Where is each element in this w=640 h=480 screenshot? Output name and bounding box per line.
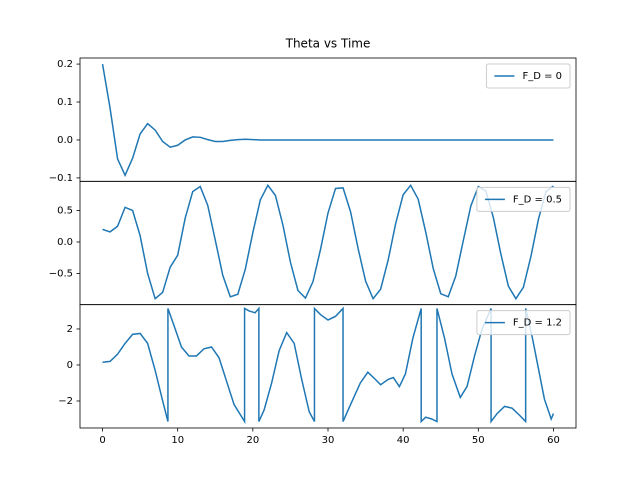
y-tick-label: −0.1 <box>49 173 73 184</box>
x-tick-label: 60 <box>547 435 560 446</box>
legend: F_D = 0 <box>485 63 571 89</box>
x-tick-label: 20 <box>246 435 259 446</box>
y-tick-label: −0.5 <box>49 268 73 279</box>
legend-label: F_D = 0 <box>522 71 562 82</box>
y-tick-label: 2 <box>67 324 73 335</box>
x-tick-label: 10 <box>171 435 184 446</box>
legend-label: F_D = 0.5 <box>513 194 562 205</box>
legend-box <box>476 186 571 212</box>
y-tick-label: 0.1 <box>57 97 73 108</box>
legend: F_D = 1.2 <box>476 310 571 336</box>
x-tick-label: 0 <box>99 435 105 446</box>
y-tick-label: 0.5 <box>57 205 73 216</box>
y-tick-label: 0.0 <box>57 135 73 146</box>
y-tick-label: 0 <box>67 360 73 371</box>
plot-area <box>102 183 554 301</box>
plot-area <box>101 63 554 178</box>
legend-label: F_D = 1.2 <box>513 318 562 329</box>
legend-box <box>485 63 571 89</box>
x-tick-label: 30 <box>322 435 335 446</box>
y-tick-label: −2 <box>58 396 73 407</box>
x-tick-label: 40 <box>397 435 410 446</box>
chart-title: Theta vs Time <box>285 37 371 51</box>
legend: F_D = 0.5 <box>476 186 571 212</box>
y-tick-label: 0.2 <box>57 59 73 70</box>
data-line <box>101 63 554 178</box>
y-tick-label: 0.0 <box>57 237 73 248</box>
legend-box <box>476 310 571 336</box>
x-tick-label: 50 <box>472 435 485 446</box>
axes-frame <box>79 304 577 429</box>
data-line <box>102 183 554 301</box>
